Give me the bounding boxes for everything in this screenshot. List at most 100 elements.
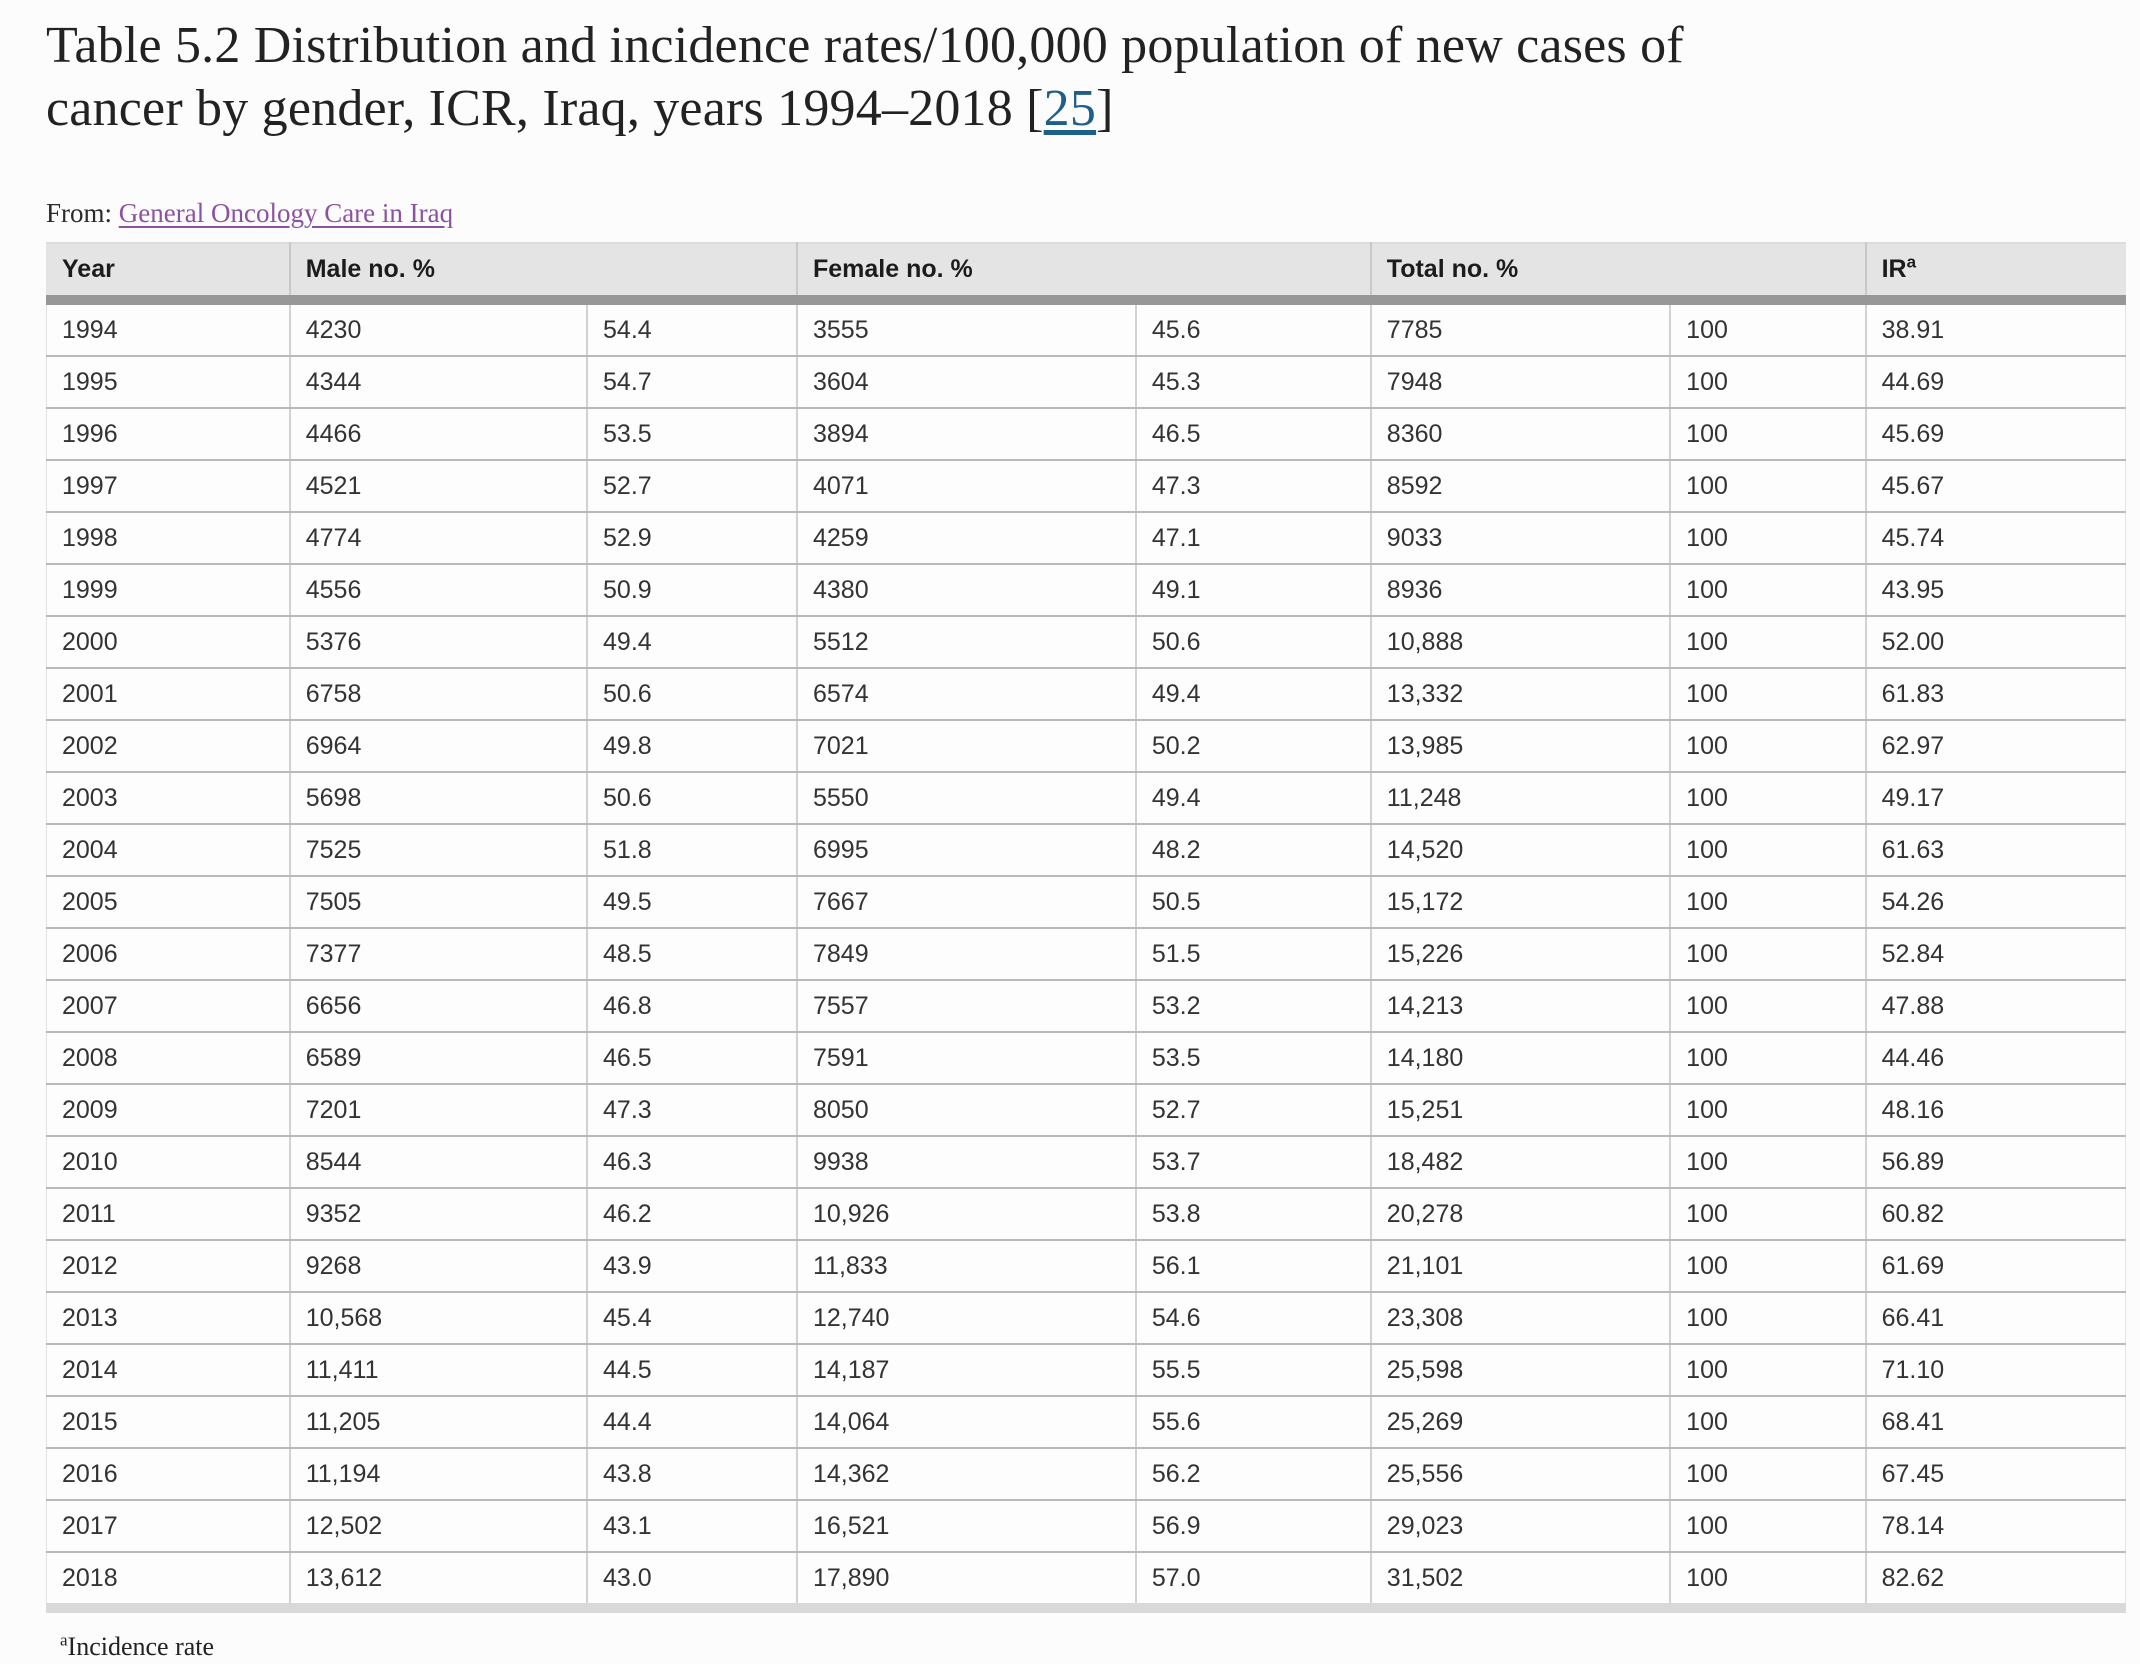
- table-row: 1997 4521 52.7 4071 47.3 8592 100 45.67: [46, 460, 2126, 513]
- table-cell: 8050: [796, 1084, 1136, 1137]
- table-cell: 7591: [796, 1032, 1136, 1085]
- table-cell: 15,172: [1369, 876, 1671, 929]
- table-cell: 52.00: [1864, 616, 2126, 669]
- table-cell: 49.4: [586, 616, 797, 669]
- table-cell: 100: [1669, 460, 1866, 513]
- table-cell: 46.5: [1134, 408, 1371, 461]
- table-cell: 55.6: [1134, 1396, 1371, 1449]
- source-link[interactable]: General Oncology Care in Iraq: [118, 198, 454, 228]
- table-head: Year Male no. % Female no. % Total no. %…: [46, 243, 2126, 305]
- table-cell: 2005: [46, 876, 290, 929]
- table-cell: 16,521: [796, 1500, 1136, 1553]
- table-row: 2011 9352 46.2 10,926 53.8 20,278 100 60.82: [46, 1188, 2126, 1241]
- table-cell: 46.2: [586, 1188, 797, 1241]
- table-cell: 50.6: [586, 772, 797, 825]
- table-cell: 2000: [46, 616, 290, 669]
- table-cell: 2015: [46, 1396, 290, 1449]
- table-cell: 18,482: [1369, 1136, 1671, 1189]
- table-cell: 7505: [288, 876, 588, 929]
- header-cell-total: Total no. %: [1369, 243, 1866, 305]
- title-line-2-prefix: cancer by gender, ICR, Iraq, years 1994–…: [46, 80, 1044, 137]
- source-label: From:: [46, 198, 119, 228]
- table-cell: 71.10: [1864, 1344, 2126, 1397]
- table-cell: 2009: [46, 1084, 290, 1137]
- table-cell: 14,180: [1369, 1032, 1671, 1085]
- footnote-marker: a: [60, 1630, 68, 1650]
- table-cell: 2018: [46, 1552, 290, 1613]
- table-cell: 78.14: [1864, 1500, 2126, 1553]
- header-cell-male: Male no. %: [288, 243, 797, 305]
- table-cell: 51.8: [586, 824, 797, 877]
- source-line: From: General Oncology Care in Iraq: [46, 196, 2126, 230]
- footnote-text: Incidence rate: [67, 1632, 215, 1661]
- table-cell: 5376: [288, 616, 588, 669]
- table-cell: 17,890: [796, 1552, 1136, 1613]
- table-cell: 10,568: [288, 1292, 588, 1345]
- table-cell: 49.1: [1134, 564, 1371, 617]
- table-cell: 100: [1669, 1500, 1866, 1553]
- table-cell: 1998: [46, 512, 290, 565]
- table-cell: 6995: [796, 824, 1136, 877]
- citation-link[interactable]: 25: [1043, 80, 1097, 137]
- table-cell: 43.0: [586, 1552, 797, 1613]
- table-cell: 11,194: [288, 1448, 588, 1501]
- table-header-row: Year Male no. % Female no. % Total no. %…: [46, 243, 2126, 305]
- table-cell: 3555: [796, 300, 1136, 357]
- table-cell: 100: [1669, 1552, 1866, 1613]
- table-cell: 6758: [288, 668, 588, 721]
- table-cell: 100: [1669, 616, 1866, 669]
- table-cell: 47.3: [1134, 460, 1371, 513]
- table-cell: 4774: [288, 512, 588, 565]
- table-cell: 100: [1669, 1240, 1866, 1293]
- table-row: 2007 6656 46.8 7557 53.2 14,213 100 47.88: [46, 980, 2126, 1033]
- table-cell: 1999: [46, 564, 290, 617]
- table-cell: 1996: [46, 408, 290, 461]
- table-cell: 38.91: [1864, 300, 2126, 357]
- table-cell: 6574: [796, 668, 1136, 721]
- table-cell: 49.4: [1134, 668, 1371, 721]
- table-cell: 51.5: [1134, 928, 1371, 981]
- table-cell: 49.17: [1864, 772, 2126, 825]
- table-row: 2017 12,502 43.1 16,521 56.9 29,023 100 78.14: [46, 1500, 2126, 1553]
- table-cell: 14,213: [1369, 980, 1671, 1033]
- table-cell: 46.8: [586, 980, 797, 1033]
- table-cell: 20,278: [1369, 1188, 1671, 1241]
- table-cell: 43.8: [586, 1448, 797, 1501]
- table-row: 1995 4344 54.7 3604 45.3 7948 100 44.69: [46, 356, 2126, 409]
- table-cell: 100: [1669, 564, 1866, 617]
- table-cell: 4259: [796, 512, 1136, 565]
- table-cell: 2001: [46, 668, 290, 721]
- table-cell: 4344: [288, 356, 588, 409]
- table-cell: 61.83: [1864, 668, 2126, 721]
- table-cell: 9268: [288, 1240, 588, 1293]
- table-cell: 100: [1669, 1344, 1866, 1397]
- table-cell: 4380: [796, 564, 1136, 617]
- table-cell: 1997: [46, 460, 290, 513]
- table-cell: 2008: [46, 1032, 290, 1085]
- table-row: 2002 6964 49.8 7021 50.2 13,985 100 62.97: [46, 720, 2126, 773]
- table-cell: 7525: [288, 824, 588, 877]
- table-cell: 4556: [288, 564, 588, 617]
- table-cell: 100: [1669, 356, 1866, 409]
- table-cell: 43.9: [586, 1240, 797, 1293]
- table-cell: 44.4: [586, 1396, 797, 1449]
- table-cell: 100: [1669, 300, 1866, 357]
- table-cell: 44.46: [1864, 1032, 2126, 1085]
- table-cell: 2007: [46, 980, 290, 1033]
- table-cell: 5512: [796, 616, 1136, 669]
- table-cell: 11,833: [796, 1240, 1136, 1293]
- table-cell: 53.2: [1134, 980, 1371, 1033]
- table-cell: 7948: [1369, 356, 1671, 409]
- table-cell: 2006: [46, 928, 290, 981]
- table-cell: 7201: [288, 1084, 588, 1137]
- table-row: 2001 6758 50.6 6574 49.4 13,332 100 61.83: [46, 668, 2126, 721]
- table-cell: 12,740: [796, 1292, 1136, 1345]
- table-cell: 100: [1669, 824, 1866, 877]
- table-cell: 56.89: [1864, 1136, 2126, 1189]
- table-cell: 47.88: [1864, 980, 2126, 1033]
- table-cell: 2016: [46, 1448, 290, 1501]
- table-cell: 61.69: [1864, 1240, 2126, 1293]
- title-line-1: Table 5.2 Distribution and incidence rat…: [46, 17, 1684, 74]
- table-row: 1999 4556 50.9 4380 49.1 8936 100 43.95: [46, 564, 2126, 617]
- table-cell: 4521: [288, 460, 588, 513]
